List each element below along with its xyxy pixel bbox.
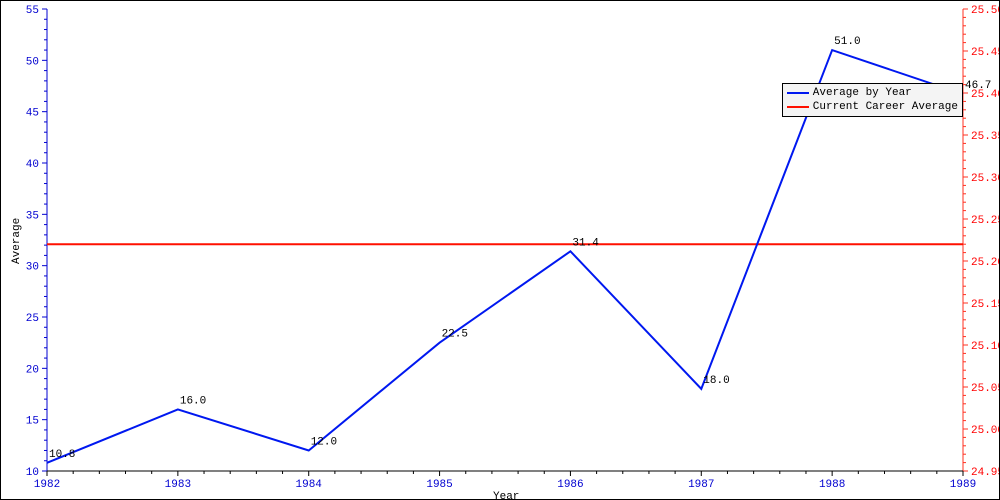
svg-text:25.30: 25.30 [971, 173, 999, 185]
svg-text:1987: 1987 [688, 479, 714, 491]
svg-text:10.8: 10.8 [49, 449, 75, 461]
x-axis-label: Year [493, 491, 519, 500]
svg-text:25.25: 25.25 [971, 215, 999, 227]
svg-text:22.5: 22.5 [442, 329, 468, 341]
plot-svg: 10 15 20 25 30 35 40 45 50 55 24.95 25.00 25.05 25.10… [1, 1, 999, 499]
legend: Average by Year Current Career Average [782, 83, 963, 117]
svg-text:1988: 1988 [819, 479, 845, 491]
legend-label: Current Career Average [813, 101, 958, 113]
svg-text:1982: 1982 [34, 479, 60, 491]
svg-text:1986: 1986 [557, 479, 583, 491]
legend-swatch [787, 92, 809, 94]
svg-text:1983: 1983 [165, 479, 191, 491]
svg-text:30: 30 [26, 262, 39, 274]
svg-text:1985: 1985 [426, 479, 452, 491]
svg-text:15: 15 [26, 416, 39, 428]
svg-text:20: 20 [26, 364, 39, 376]
y-axis-label: Average [11, 218, 23, 264]
svg-text:55: 55 [26, 5, 39, 17]
svg-text:35: 35 [26, 210, 39, 222]
svg-text:25.10: 25.10 [971, 341, 999, 353]
svg-text:25.20: 25.20 [971, 257, 999, 269]
svg-text:25: 25 [26, 313, 39, 325]
line-chart: 10 15 20 25 30 35 40 45 50 55 24.95 25.00 25.05 25.10… [0, 0, 1000, 500]
legend-item-avg-by-year: Average by Year [787, 86, 958, 100]
svg-text:31.4: 31.4 [572, 237, 599, 249]
svg-text:25.00: 25.00 [971, 425, 999, 437]
svg-text:25.50: 25.50 [971, 5, 999, 17]
svg-text:10: 10 [26, 467, 39, 479]
legend-swatch [787, 106, 809, 108]
svg-text:1984: 1984 [296, 479, 323, 491]
svg-text:51.0: 51.0 [834, 36, 860, 48]
svg-text:25.35: 25.35 [971, 131, 999, 143]
svg-text:46.7: 46.7 [965, 80, 991, 92]
svg-text:1989: 1989 [950, 479, 976, 491]
svg-text:18.0: 18.0 [703, 375, 729, 387]
svg-text:50: 50 [26, 56, 39, 68]
svg-text:16.0: 16.0 [180, 395, 206, 407]
svg-text:25.05: 25.05 [971, 383, 999, 395]
svg-text:25.15: 25.15 [971, 299, 999, 311]
svg-text:45: 45 [26, 108, 39, 120]
svg-text:25.45: 25.45 [971, 47, 999, 59]
legend-label: Average by Year [813, 87, 912, 99]
svg-text:40: 40 [26, 159, 39, 171]
legend-item-career-avg: Current Career Average [787, 100, 958, 114]
svg-text:12.0: 12.0 [311, 436, 337, 448]
svg-text:24.95: 24.95 [971, 467, 999, 479]
